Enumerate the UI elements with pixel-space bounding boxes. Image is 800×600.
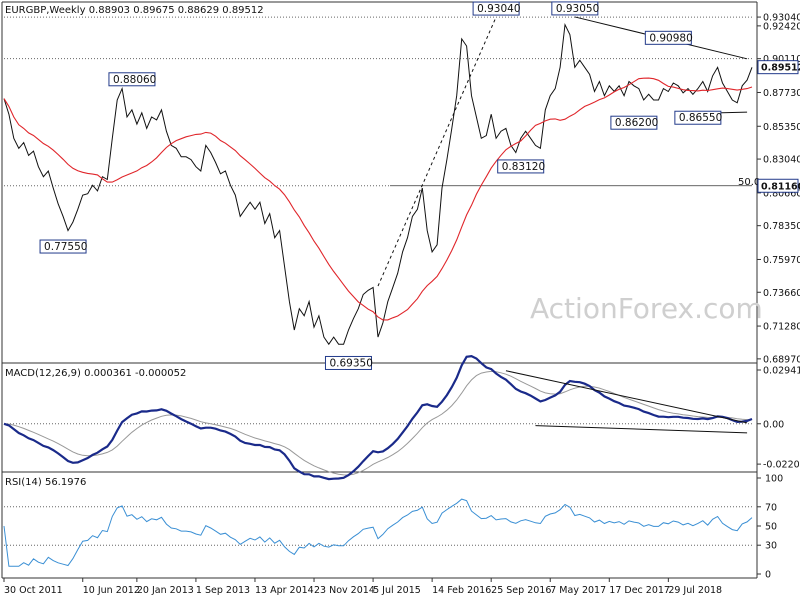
x-tick-label: 29 Jul 2018 xyxy=(668,585,722,596)
price-annotation: 0.83120 xyxy=(497,159,545,174)
x-tick-label: 17 Dec 2017 xyxy=(609,585,670,596)
fib-value-label: 0.81160 xyxy=(761,181,800,192)
macd-y-tick-label: 0.029412 xyxy=(763,365,800,376)
annotation-box xyxy=(610,115,658,130)
watermark: ActionForex.com xyxy=(530,292,763,325)
macd-y-tick-label: 0.00 xyxy=(763,419,784,430)
price-annotation: 0.69350 xyxy=(324,355,373,370)
signal-line xyxy=(3,370,753,476)
rsi-y-axis: 100 70 50 30 0 xyxy=(757,474,783,581)
x-tick-label: 25 Sep 2016 xyxy=(491,585,551,596)
current-price-label: 0.89512 xyxy=(761,63,800,74)
x-tick-label: 1 Sep 2013 xyxy=(196,585,250,596)
price-y-tick-label: 0.71280 xyxy=(763,322,800,333)
rsi-y-tick-label: 50 xyxy=(765,522,777,533)
macd-line xyxy=(3,354,753,481)
x-tick-label: 20 Jan 2013 xyxy=(137,585,194,596)
moving-average-line xyxy=(3,77,753,321)
macd-trend-line xyxy=(535,425,748,434)
annotation-label: 0.90980 xyxy=(649,32,692,44)
x-tick-label: 14 Feb 2016 xyxy=(432,585,491,596)
price-y-tick-label: 0.75970 xyxy=(763,255,800,266)
price-y-tick-label: 0.85350 xyxy=(763,122,800,133)
annotation-label: 0.86550 xyxy=(679,112,722,124)
price-y-tick-label: 0.87730 xyxy=(763,88,800,99)
annotation-label: 0.86200 xyxy=(615,117,658,129)
rsi-panel-title: RSI(14) 56.1976 xyxy=(5,477,86,488)
price-y-tick-label: 0.68970 xyxy=(763,354,800,365)
annotation-label: 0.88060 xyxy=(113,74,156,86)
rsi-y-tick-label: 30 xyxy=(765,541,777,552)
x-tick-label: 13 Apr 2014 xyxy=(255,585,314,596)
rsi-line xyxy=(3,498,753,567)
macd-y-tick-label: -0.022074 xyxy=(763,460,800,471)
macd-y-axis: 0.029412 0.00 -0.022074 xyxy=(757,365,800,471)
price-annotation: 0.93050 xyxy=(551,1,599,16)
x-tick-label: 30 Oct 2011 xyxy=(4,585,63,596)
macd-panel-lines xyxy=(3,354,753,481)
annotation-box xyxy=(39,239,87,254)
x-tick-label: 23 Nov 2014 xyxy=(314,585,375,596)
price-y-tick-label: 0.73660 xyxy=(763,288,800,299)
price-y-tick-label: 0.93040 xyxy=(763,13,800,24)
price-y-tick-label: 0.78350 xyxy=(763,221,800,232)
annotation-box xyxy=(551,1,599,16)
price-y-tick-label: 0.83040 xyxy=(763,155,800,166)
price-annotation: 0.90980 xyxy=(644,30,693,45)
annotation-label: 0.77550 xyxy=(44,241,87,253)
price-annotation: 0.77550 xyxy=(39,239,87,254)
price-y-tick-label: 0.80660 xyxy=(763,188,800,199)
annotation-label: 0.93050 xyxy=(556,3,599,15)
annotation-label: 0.69350 xyxy=(329,357,372,369)
price-annotation: 0.88060 xyxy=(108,72,156,87)
fib-level-label: 50.0 xyxy=(738,177,760,188)
rsi-y-tick-label: 70 xyxy=(765,502,777,513)
fib-value-label-box xyxy=(757,178,799,193)
macd-panel-title: MACD(12,26,9) 0.000361 -0.000052 xyxy=(5,368,186,379)
annotation-box xyxy=(108,72,156,87)
annotation-box xyxy=(324,355,372,370)
annotation-box xyxy=(497,159,545,174)
price-annotation: 0.86550 xyxy=(674,110,722,125)
annotation-box xyxy=(674,110,722,125)
x-tick-label: 7 May 2017 xyxy=(550,585,606,596)
annotation-label: 0.83120 xyxy=(502,161,545,173)
annotation-box xyxy=(644,30,692,45)
panel-frames xyxy=(1,1,758,579)
x-tick-label: 10 Jun 2012 xyxy=(83,585,140,596)
price-annotations: 0.88060 0.77550 0.69350 0.93040 0.93050 0.831… xyxy=(39,1,722,370)
price-annotation: 0.86200 xyxy=(610,115,658,130)
annotation-label: 0.93040 xyxy=(477,3,520,15)
rsi-y-tick-label: 100 xyxy=(765,474,783,485)
projection-line xyxy=(377,16,497,287)
price-panel-lines xyxy=(3,16,753,346)
price-panel-title: EURGBP,Weekly 0.88903 0.89675 0.88629 0.… xyxy=(5,5,264,16)
current-price-label-box xyxy=(757,60,799,75)
x-tick-label: 5 Jul 2015 xyxy=(373,585,421,596)
macd-trend-line xyxy=(505,370,748,424)
annotation-box xyxy=(472,1,520,16)
rsi-panel-lines xyxy=(3,498,753,567)
price-annotation: 0.93040 xyxy=(472,1,521,16)
price-y-tick-label: 0.92420 xyxy=(763,21,800,32)
price-y-tick-label: 0.90110 xyxy=(763,54,800,65)
rsi-y-tick-label: 0 xyxy=(765,570,771,581)
